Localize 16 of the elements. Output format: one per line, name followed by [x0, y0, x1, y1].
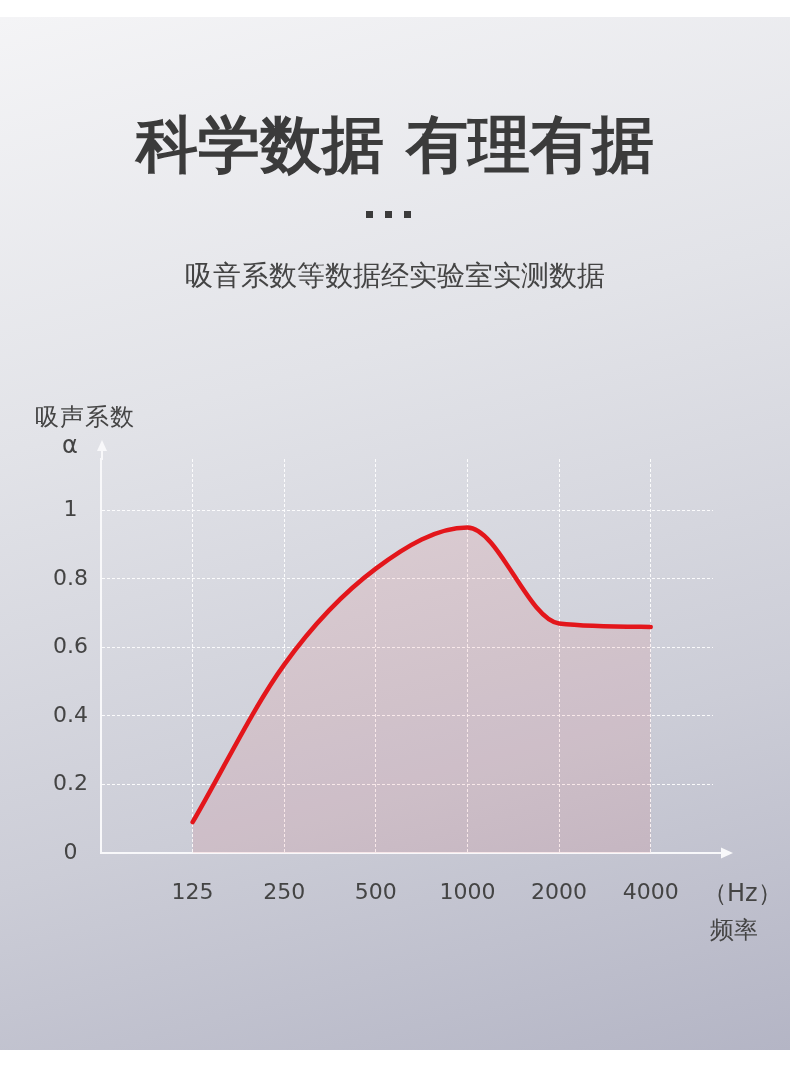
chart-subtitle: 吸音系数等数据经实验室实测数据 — [184, 259, 606, 293]
y-tick-label: 0.6 — [53, 633, 89, 659]
y-tick-label: 1 — [63, 496, 78, 522]
y-tick-label: 0 — [63, 838, 78, 864]
x-tick-label: 4000 — [622, 878, 679, 904]
x-tick-label: 125 — [171, 878, 214, 904]
y-tick-label: 0.4 — [53, 701, 89, 727]
chart-title: 科学数据 有理有据 — [134, 108, 655, 182]
x-tick-label: 500 — [354, 878, 397, 904]
x-tick-label: 2000 — [531, 878, 588, 904]
y-tick-label: 0.8 — [53, 564, 89, 590]
y-axis-title: 吸声系数 α — [35, 403, 135, 459]
x-tick-label: 1000 — [439, 878, 496, 904]
x-axis-title: （Hz）频率 — [703, 878, 782, 946]
y-tick-label: 0.2 — [53, 770, 89, 796]
x-tick-label: 250 — [263, 878, 306, 904]
